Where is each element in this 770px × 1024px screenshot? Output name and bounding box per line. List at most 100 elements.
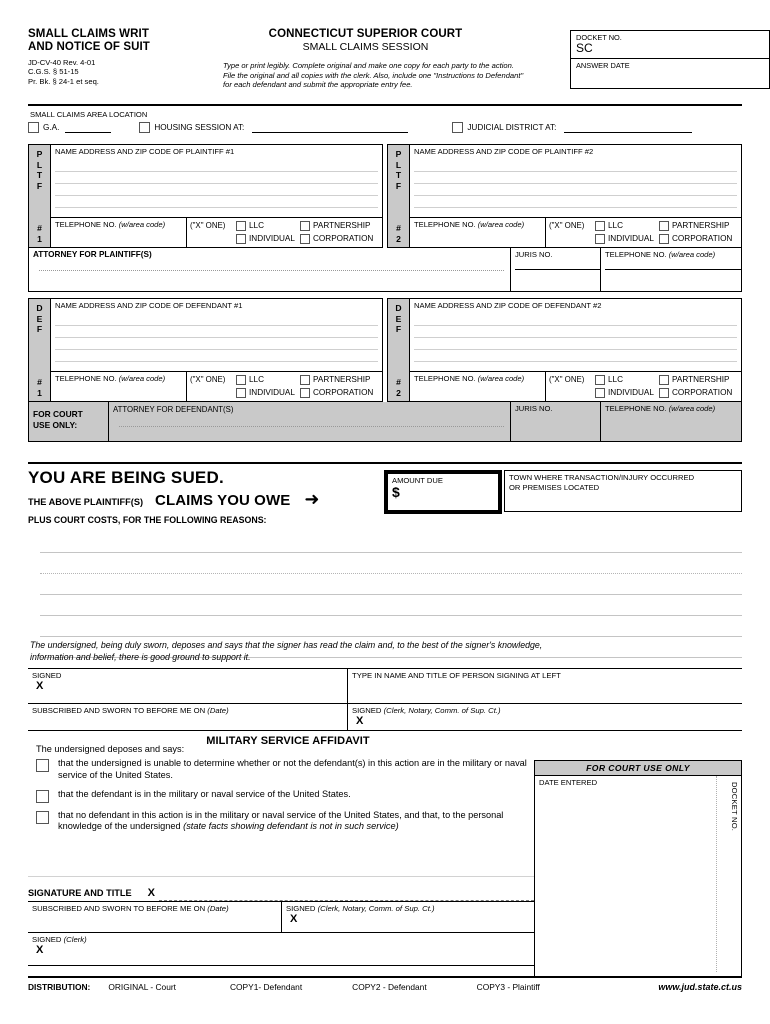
attorney-plaintiff-field[interactable]: ATTORNEY FOR PLAINTIFF(S) [29,248,511,291]
telephone-label: TELEPHONE NO. [414,374,476,383]
military-affidavit-intro: The undersigned deposes and says: [36,744,185,754]
checkbox-individual[interactable] [236,233,246,244]
town-of-transaction-field[interactable]: TOWN WHERE TRANSACTION/INJURY OCCURRED O… [504,470,742,512]
claim-line[interactable] [40,595,742,616]
claim-line[interactable] [40,532,742,553]
claim-line[interactable] [40,553,742,574]
signature-input[interactable] [158,886,534,901]
attorney-defendant-juris-field[interactable]: JURIS NO. [511,402,601,441]
signature-and-title-label: SIGNATURE AND TITLE [28,888,132,898]
checkbox-corporation[interactable] [659,387,669,398]
plaintiff-2-box: P L T F # 2 NAME ADDRESS AND ZIP CODE OF… [387,144,742,248]
checkbox-partnership[interactable] [659,374,669,385]
military-subscribed-date-field[interactable]: SUBSCRIBED AND SWORN TO BEFORE ME ON (Da… [28,902,282,932]
sued-headline: YOU ARE BEING SUED. [28,468,224,487]
clerk-signed-field[interactable]: SIGNED (Clerk) X [28,933,534,965]
individual-label: INDIVIDUAL [608,388,654,397]
checkbox-individual[interactable] [236,387,246,398]
distribution-copy: COPY1- Defendant [229,982,303,992]
checkbox-military-unable-to-determine[interactable] [36,759,49,772]
writing-line [55,325,378,326]
claim-line[interactable] [40,637,742,658]
defendant-2-name-address-field[interactable]: NAME ADDRESS AND ZIP CODE OF DEFENDANT #… [410,299,741,371]
partnership-label: PARTNERSHIP [672,221,730,230]
military-option-row[interactable]: that the defendant is in the military or… [36,789,536,803]
partnership-label: PARTNERSHIP [313,375,371,384]
oath-clerk-signed-field[interactable]: SIGNED (Clerk, Notary, Comm. of Sup. Ct.… [348,704,742,730]
plaintiff-1-name-address-field[interactable]: NAME ADDRESS AND ZIP CODE OF PLAINTIFF #… [51,145,382,217]
amount-due-label: AMOUNT DUE [392,476,443,485]
claim-reasons-area[interactable] [40,532,742,658]
ga-input[interactable] [65,122,112,133]
x-one-label: ("X" ONE) [549,375,585,384]
housing-session-input[interactable] [252,122,409,133]
individual-label: INDIVIDUAL [249,388,295,397]
clerk-signed-row: SIGNED (Clerk) X [28,933,534,966]
defendant-1-telephone-field[interactable]: TELEPHONE NO. (w/area code) [51,372,187,401]
telephone-label: TELEPHONE NO. [605,250,667,259]
clerk-signed-label: SIGNED [352,706,382,716]
checkbox-housing-session[interactable] [139,122,151,133]
oath-typed-name-field[interactable]: TYPE IN NAME AND TITLE OF PERSON SIGNING… [348,669,742,703]
judicial-district-input[interactable] [564,122,693,133]
checkbox-corporation[interactable] [300,233,310,244]
plaintiff-1-telephone-field[interactable]: TELEPHONE NO. (w/area code) [51,218,187,247]
checkbox-individual[interactable] [595,387,605,398]
distribution-copy: ORIGINAL - Court [108,982,176,992]
claim-line[interactable] [40,574,742,595]
attorney-defendant-telephone-field[interactable]: TELEPHONE NO. (w/area code) [601,402,741,441]
checkbox-corporation[interactable] [300,387,310,398]
checkbox-individual[interactable] [595,233,605,244]
partnership-label: PARTNERSHIP [672,375,730,384]
checkbox-corporation[interactable] [659,233,669,244]
x-one-label: ("X" ONE) [190,375,226,384]
checkbox-military-defendant-in-service[interactable] [36,789,49,803]
x-one-label: ("X" ONE) [190,221,226,230]
attorney-defendant-field[interactable]: ATTORNEY FOR DEFENDANT(S) [109,402,511,441]
checkbox-llc[interactable] [236,220,246,231]
telephone-label: TELEPHONE NO. [55,374,117,383]
military-clerk-signed-field[interactable]: SIGNED (Clerk, Notary, Comm. of Sup. Ct.… [282,902,534,932]
sidebar-letter: L [395,159,402,170]
checkbox-partnership[interactable] [300,374,310,385]
signature-and-title-row[interactable]: SIGNATURE AND TITLE X [28,877,534,901]
docket-no-vertical-label: DOCKET NO. [730,782,739,832]
checkbox-llc[interactable] [595,220,605,231]
distribution-divider-thick [28,976,742,978]
header-divider-thick [28,104,742,106]
plaintiff-row: P L T F # 1 NAME ADDRESS AND ZIP CODE OF… [28,144,742,248]
plaintiff-2-telephone-field[interactable]: TELEPHONE NO. (w/area code) [410,218,546,247]
writing-line [414,195,737,196]
checkbox-partnership[interactable] [300,220,310,231]
checkbox-llc[interactable] [595,374,605,385]
telephone-label: TELEPHONE NO. [605,404,667,413]
checkbox-partnership[interactable] [659,220,669,231]
clerk-signature-x-mark: X [290,913,298,925]
checkbox-military-no-defendant-in-service[interactable] [36,810,49,824]
military-option-row[interactable]: that the undersigned is unable to determ… [36,758,536,782]
plaintiff-2-name-address-field[interactable]: NAME ADDRESS AND ZIP CODE OF PLAINTIFF #… [410,145,741,217]
attorney-plaintiff-label: ATTORNEY FOR PLAINTIFF(S) [33,250,152,259]
court-use-only-body[interactable]: DATE ENTERED DOCKET NO. [535,776,741,972]
writing-line [55,195,378,196]
filing-instructions: Type or print legibly. Complete original… [193,61,538,90]
attorney-plaintiff-juris-field[interactable]: JURIS NO. [511,248,601,291]
sidebar-letter: T [395,170,402,180]
oath-signed-field[interactable]: SIGNED X [28,669,348,704]
signature-writing-line[interactable] [28,856,534,877]
claim-line[interactable] [40,616,742,637]
checkbox-judicial-district[interactable] [452,122,464,133]
above-plaintiffs-label: THE ABOVE PLAINTIFF(S) [28,497,144,507]
attorney-plaintiff-telephone-field[interactable]: TELEPHONE NO. (w/area code) [601,248,741,291]
sidebar-letter: F [36,324,43,334]
defendant-2-telephone-field[interactable]: TELEPHONE NO. (w/area code) [410,372,546,401]
docket-no-field[interactable]: DOCKET NO. SC [570,30,770,59]
answer-date-field[interactable]: ANSWER DATE [570,59,770,89]
defendant-1-name-address-field[interactable]: NAME ADDRESS AND ZIP CODE OF DEFENDANT #… [51,299,382,371]
checkbox-ga[interactable] [28,122,39,133]
military-option-row[interactable]: that no defendant in this action is in t… [36,810,536,834]
sidebar-letter: F [36,180,43,191]
oath-subscribed-date-field[interactable]: SUBSCRIBED AND SWORN TO BEFORE ME ON (Da… [28,704,348,731]
amount-due-field[interactable]: AMOUNT DUE $ [384,470,502,514]
checkbox-llc[interactable] [236,374,246,385]
